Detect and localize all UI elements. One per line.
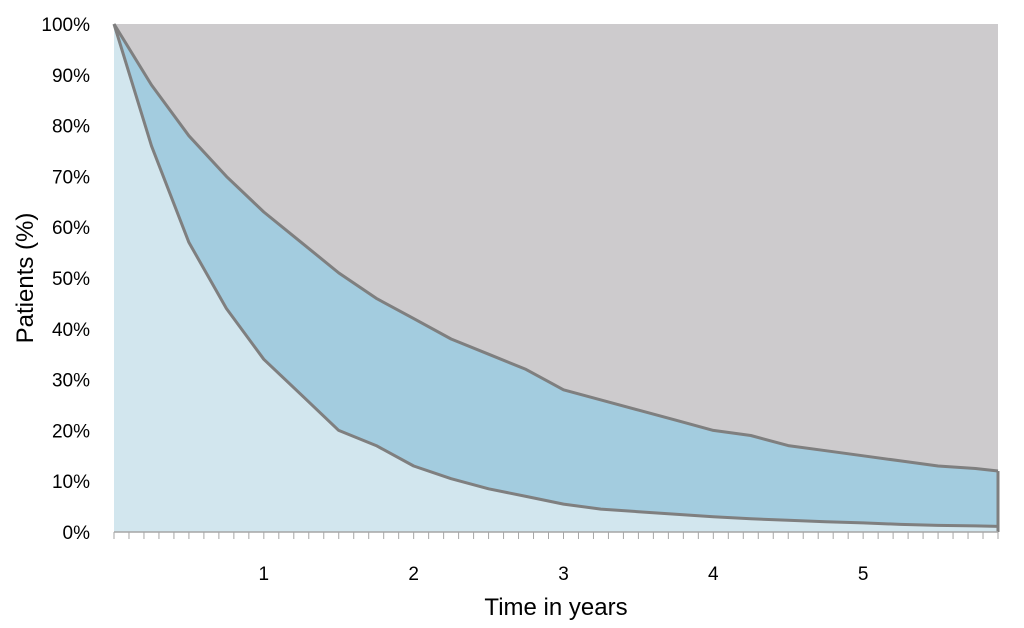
x-axis: 1 2 3 4 5: [113, 531, 999, 585]
x-tick-label: 1: [259, 564, 270, 585]
series-boundaries: [112, 23, 1000, 532]
area-series: [114, 24, 998, 532]
y-tick-label: 40%: [52, 320, 90, 341]
y-tick-label: 100%: [41, 15, 90, 36]
y-axis: 0% 10% 20% 30% 40% 50% 60% 70% 80% 90% 100%: [41, 15, 90, 544]
series-line-1: [112, 23, 999, 528]
y-tick-label: 80%: [52, 117, 90, 138]
area-series-1: [114, 24, 998, 532]
y-axis-title: Patients (%): [12, 213, 39, 344]
y-tick-label: 60%: [52, 218, 90, 239]
x-tick-label: 4: [708, 564, 719, 585]
series-line-2: [112, 23, 999, 473]
y-tick-label: 10%: [52, 472, 90, 493]
y-tick-label: 70%: [52, 167, 90, 188]
y-tick-label: 30%: [52, 371, 90, 392]
x-tick-label: 2: [408, 564, 419, 585]
y-tick-label: 50%: [52, 269, 90, 290]
area-series-2: [114, 24, 998, 532]
y-tick-label: 90%: [52, 66, 90, 87]
y-tick-label: 20%: [52, 421, 90, 442]
x-axis-title: Time in years: [484, 594, 627, 621]
x-tick-label: 3: [558, 564, 569, 585]
x-tick-label: 5: [858, 564, 869, 585]
y-tick-label: 0%: [63, 523, 91, 544]
